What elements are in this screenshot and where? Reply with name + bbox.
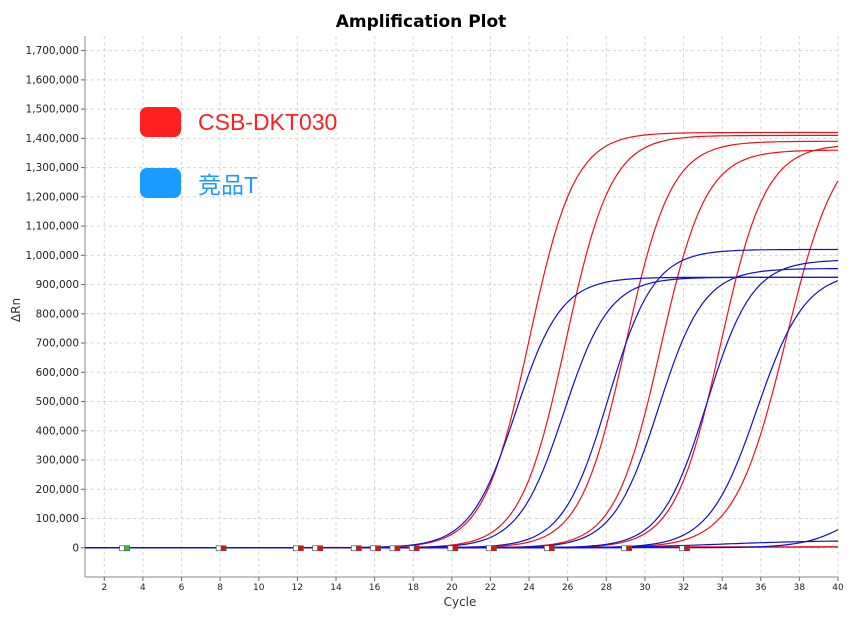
series-line-blue-12 [85, 260, 839, 549]
series-line-blue-9 [85, 276, 838, 549]
marker-open [408, 545, 415, 552]
marker-open [679, 545, 685, 552]
marker-filled [413, 545, 420, 552]
y-tick-label: 1,700,000 [26, 45, 79, 57]
threshold-markers [119, 545, 690, 552]
x-tick-label: 38 [794, 583, 806, 593]
marker-open [312, 545, 319, 552]
axes [81, 36, 839, 581]
x-tick-label: 4 [140, 583, 146, 593]
marker-open [486, 545, 492, 552]
marker-open [215, 545, 222, 552]
marker-filled [684, 545, 690, 552]
x-tick-label: 26 [562, 583, 574, 593]
x-axis-label: Cycle [444, 595, 477, 609]
x-tick-label: 12 [292, 583, 303, 593]
marker-filled [394, 545, 401, 552]
y-tick-label: 700,000 [36, 338, 79, 350]
y-tick-label: 500,000 [36, 396, 79, 408]
x-tick-label: 14 [330, 583, 342, 593]
x-tick-label: 8 [217, 583, 223, 593]
x-tick-label: 32 [678, 583, 689, 593]
marker-filled [452, 545, 459, 552]
y-tick-labels: 0 100,000 200,000 300,000 400,000 500,000 600,… [26, 45, 79, 554]
series-line-red-5 [85, 180, 839, 549]
marker-filled [124, 545, 130, 552]
x-tick-label: 24 [523, 583, 535, 593]
x-tick-label: 10 [253, 583, 265, 593]
legend-label-competitor: 竞品T [198, 172, 259, 198]
marker-open [370, 545, 376, 552]
y-tick-label: 1,200,000 [26, 191, 79, 203]
y-tick-label: 600,000 [36, 367, 79, 379]
x-tick-label: 16 [369, 583, 381, 593]
x-tick-label: 40 [832, 583, 844, 593]
y-tick-label: 0 [72, 542, 79, 554]
y-tick-label: 1,500,000 [26, 104, 79, 116]
x-tick-label: 34 [716, 583, 728, 593]
marker-open [389, 545, 396, 552]
marker-filled [375, 545, 381, 552]
series-line-red-2 [85, 140, 838, 549]
marker-filled [220, 545, 227, 552]
y-axis-label: ΔRn [9, 298, 23, 322]
series-line-blue-15 [85, 540, 838, 549]
x-tick-label: 2 [101, 583, 107, 593]
y-tick-label: 1,000,000 [26, 250, 79, 262]
grid [85, 36, 839, 577]
x-tick-label: 28 [601, 583, 613, 593]
chart-title: Amplification Plot [336, 12, 507, 32]
marker-filled [298, 545, 304, 552]
marker-open [621, 545, 627, 552]
x-tick-label: 6 [179, 583, 185, 593]
y-tick-label: 900,000 [36, 279, 79, 291]
marker-open [350, 545, 357, 552]
marker-filled [491, 545, 497, 552]
y-tick-label: 300,000 [36, 455, 79, 467]
legend-item-competitor: 竞品T [140, 166, 258, 200]
legend-label-csb: CSB-DKT030 [198, 108, 338, 135]
x-tick-label: 18 [408, 583, 420, 593]
y-tick-label: 1,300,000 [26, 162, 79, 174]
marker-open [293, 545, 299, 552]
y-tick-label: 200,000 [36, 484, 79, 496]
y-tick-label: 1,400,000 [26, 133, 79, 145]
series-line-blue-11 [85, 268, 838, 549]
x-tick-label: 30 [639, 583, 651, 593]
series-line-blue-10 [85, 248, 838, 549]
x-tick-labels: 2 4 6 8 10 12 14 16 18 20 22 24 26 28 30 32 34 36 38 40 [101, 583, 844, 593]
y-tick-label: 800,000 [36, 308, 79, 320]
marker-open [447, 545, 454, 552]
legend-swatch-red [140, 107, 181, 137]
x-tick-label: 22 [485, 583, 496, 593]
series-lines [85, 131, 839, 549]
y-tick-label: 400,000 [36, 425, 79, 437]
x-tick-label: 36 [755, 583, 767, 593]
series-line-blue-13 [85, 280, 839, 549]
y-tick-label: 100,000 [36, 513, 79, 525]
legend-swatch-blue [140, 168, 181, 198]
x-tick-label: 20 [446, 583, 458, 593]
marker-filled [549, 545, 555, 552]
series-line-blue-8 [85, 276, 838, 549]
y-tick-label: 1,100,000 [26, 221, 79, 233]
y-tick-label: 1,600,000 [26, 74, 79, 86]
marker-open [119, 545, 125, 552]
marker-filled [355, 545, 362, 552]
marker-filled [626, 545, 632, 552]
legend-item-csb: CSB-DKT030 [140, 107, 337, 137]
marker-open [544, 545, 550, 552]
marker-filled [317, 545, 324, 552]
